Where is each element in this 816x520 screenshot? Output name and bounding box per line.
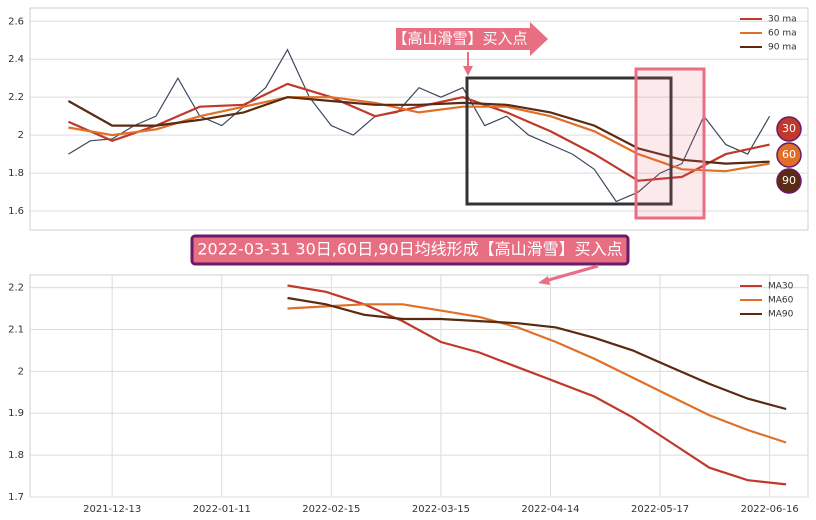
ma-line: [287, 303, 787, 444]
y-tick-label: 2.6: [8, 16, 24, 27]
banner-pointer: [544, 264, 599, 283]
callout-pointer: [463, 66, 473, 76]
x-tick-label: 2022-01-11: [193, 504, 251, 515]
ma-line: [287, 296, 787, 411]
legend-label: MA60: [768, 296, 794, 306]
y-tick-label: 1.9: [8, 408, 24, 419]
badge: [776, 116, 802, 142]
y-tick-label: 2: [18, 130, 24, 141]
ma-line: [287, 284, 787, 486]
ma-line: [67, 82, 770, 182]
legend-label: 30 ma: [768, 15, 797, 25]
banner-pointer: [538, 276, 550, 285]
y-tick-label: 2.1: [8, 324, 24, 335]
highlight-box: [634, 67, 706, 220]
x-tick-label: 2022-03-15: [412, 504, 470, 515]
x-tick-label: 2021-12-13: [83, 504, 141, 515]
ma-line: [68, 96, 770, 173]
legend-label: 60 ma: [768, 29, 797, 39]
x-tick-label: 2022-02-15: [302, 504, 360, 515]
y-tick-label: 2: [18, 366, 24, 377]
x-tick-label: 2022-04-14: [521, 504, 579, 515]
y-tick-label: 1.8: [8, 168, 24, 179]
x-tick-label: 2022-06-16: [741, 504, 799, 515]
callout-text: 【高山滑雪】买入点: [392, 30, 527, 48]
y-tick-label: 1.7: [8, 492, 24, 503]
x-tick-label: 2022-05-17: [631, 504, 689, 515]
y-tick-label: 2.2: [8, 92, 24, 103]
banner: [190, 234, 630, 266]
legend-label: MA90: [768, 310, 794, 320]
badge-label: 30: [782, 122, 796, 135]
badge-label: 90: [782, 174, 796, 187]
callout-arrow: [396, 22, 548, 56]
plot-area: [29, 274, 809, 498]
highlight-box: [465, 76, 673, 206]
badge: [776, 142, 802, 168]
ma-line: [67, 96, 770, 165]
y-tick-label: 2.2: [8, 283, 24, 294]
y-tick-label: 1.8: [8, 450, 24, 461]
badge: [776, 168, 802, 194]
badge-label: 60: [782, 148, 796, 161]
banner-text: 2022-03-31 30日,60日,90日均线形成【高山滑雪】买入点: [197, 240, 622, 259]
y-tick-label: 2.4: [8, 54, 24, 65]
legend-label: MA30: [768, 282, 794, 292]
y-tick-label: 1.6: [8, 206, 24, 217]
legend-label: 90 ma: [768, 43, 797, 53]
